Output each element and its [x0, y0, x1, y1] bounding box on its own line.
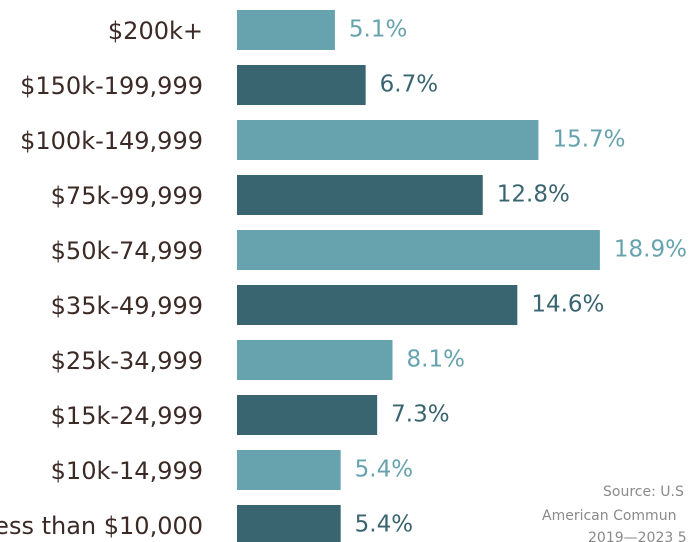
bar: [237, 10, 335, 50]
source-note: 2019—2023 5: [588, 530, 687, 542]
category-label: $200k+: [108, 17, 203, 45]
value-label: 18.9%: [614, 237, 687, 263]
value-label: 15.7%: [552, 127, 625, 153]
bar: [237, 285, 518, 325]
category-label: $100k-149,999: [20, 127, 203, 155]
category-label: $10k-14,999: [51, 457, 203, 485]
category-label: $75k-99,999: [51, 182, 203, 210]
value-label: 12.8%: [497, 182, 570, 208]
bar: [237, 230, 600, 270]
category-label: $15k-24,999: [51, 402, 203, 430]
source-note: American Commun: [542, 508, 676, 524]
value-label: 8.1%: [407, 347, 465, 373]
bar: [237, 395, 378, 435]
bar: [237, 120, 539, 160]
bar: [237, 340, 393, 380]
category-label: $150k-199,999: [20, 72, 203, 100]
category-label: $50k-74,999: [51, 237, 203, 265]
value-label: 14.6%: [531, 292, 604, 318]
value-label: 5.1%: [349, 17, 407, 43]
bar: [237, 65, 366, 105]
category-label: Less than $10,000: [0, 512, 203, 540]
value-label: 5.4%: [355, 512, 413, 538]
value-label: 6.7%: [380, 72, 438, 98]
bar: [237, 505, 341, 542]
bar: [237, 450, 341, 490]
source-note: Source: U.S: [603, 484, 684, 500]
category-label: $35k-49,999: [51, 292, 203, 320]
bar: [237, 175, 483, 215]
category-label: $25k-34,999: [51, 347, 203, 375]
value-label: 5.4%: [355, 457, 413, 483]
value-label: 7.3%: [391, 402, 449, 428]
